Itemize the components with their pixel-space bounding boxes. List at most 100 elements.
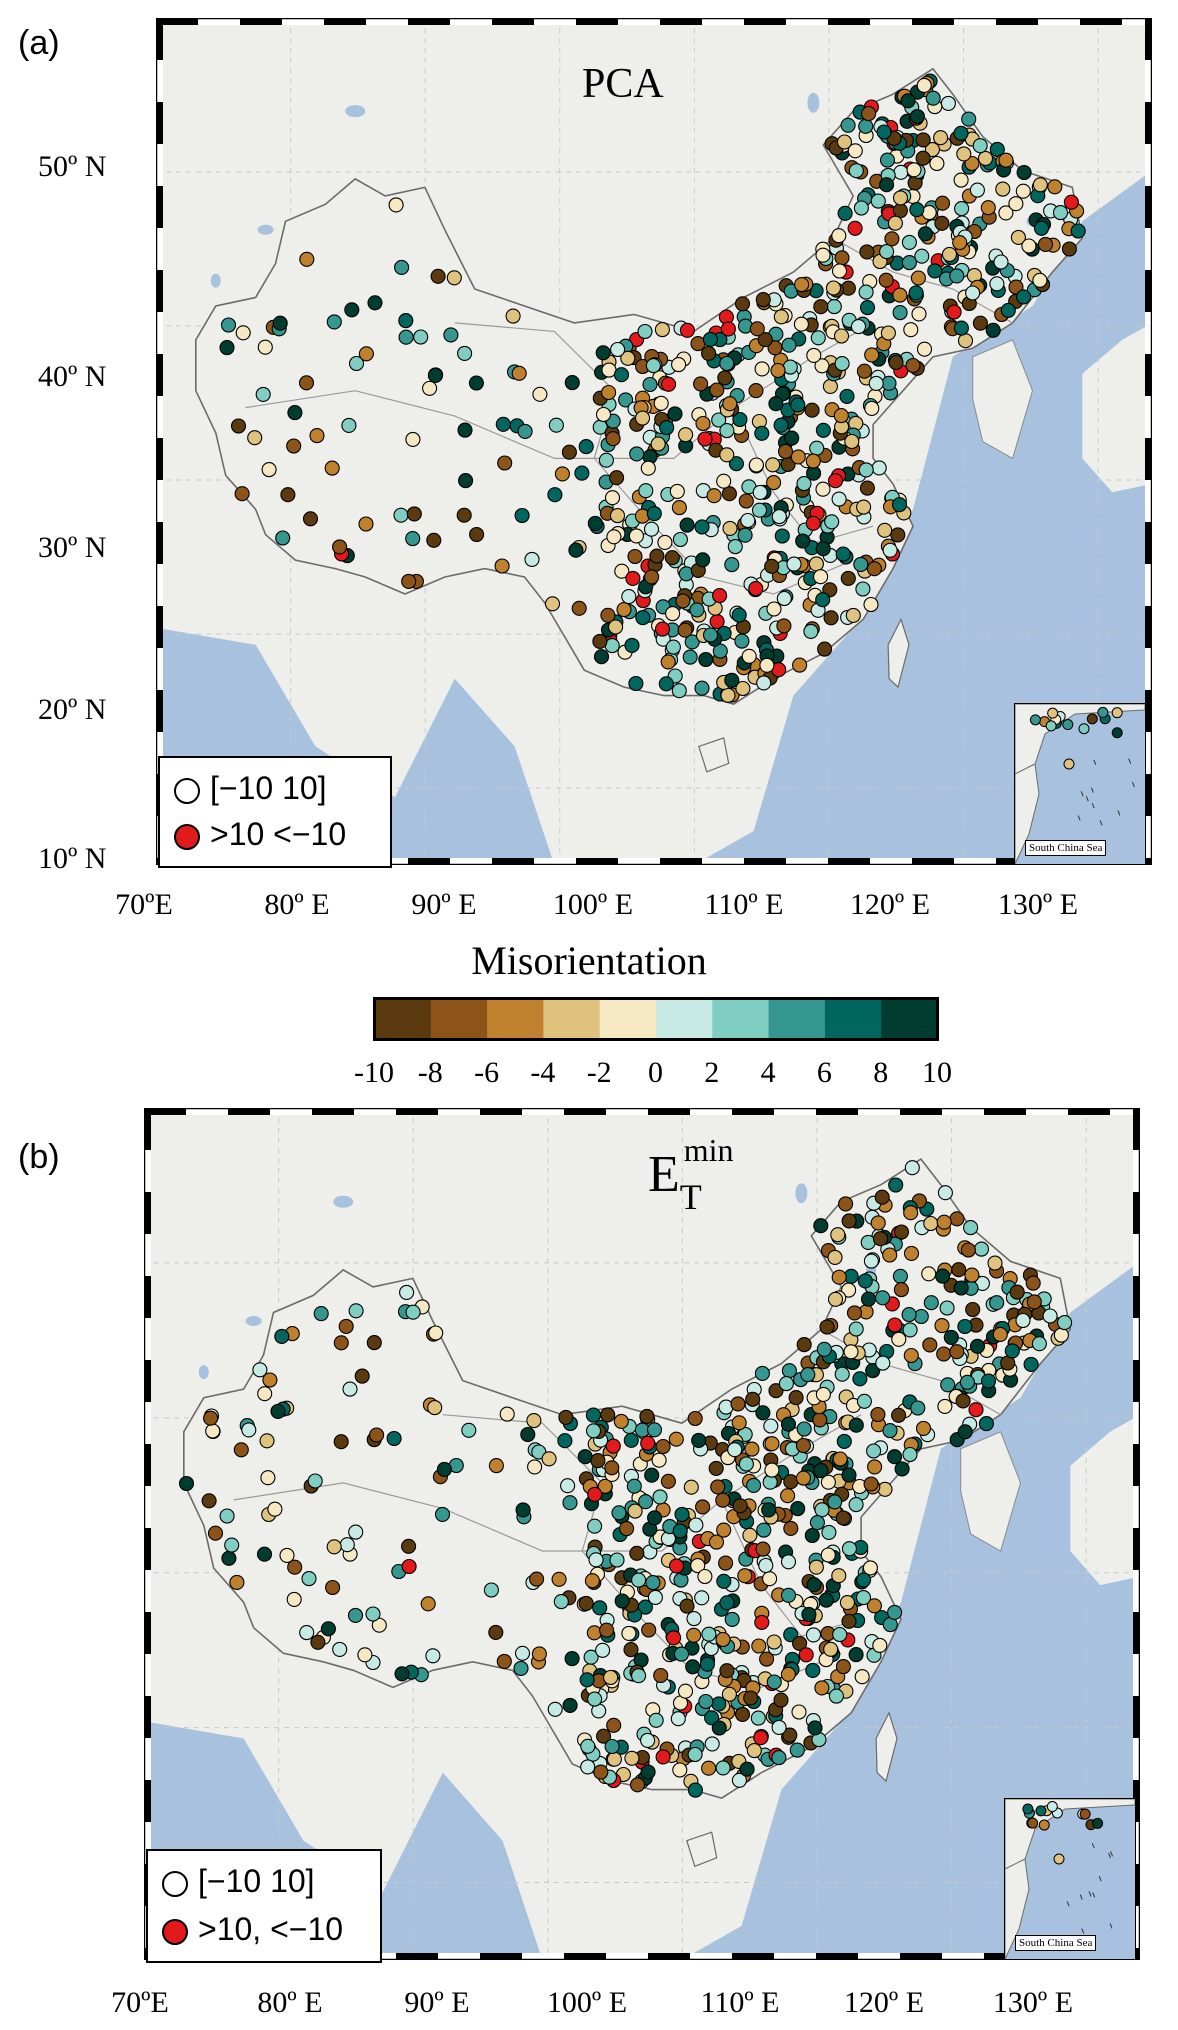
station-marker [698, 1693, 714, 1710]
station-marker [697, 431, 713, 447]
station-marker [884, 231, 900, 247]
station-marker [879, 244, 895, 260]
station-marker [621, 1625, 637, 1641]
station-marker [672, 1523, 688, 1539]
station-marker [838, 1196, 854, 1212]
station-marker [923, 1215, 939, 1232]
station-marker [803, 623, 819, 639]
station-marker [835, 1510, 851, 1526]
station-marker [780, 1587, 797, 1603]
station-marker [1042, 1308, 1058, 1324]
station-marker [887, 1317, 903, 1333]
station-marker [992, 1326, 1008, 1342]
station-marker [694, 680, 710, 696]
station-marker [678, 427, 694, 443]
legend-out-range-label: >10, <−10 [198, 1911, 344, 1947]
map-frame-tick [492, 18, 534, 25]
station-marker [800, 1367, 816, 1383]
station-marker [748, 457, 764, 473]
colorbar-segment [881, 998, 938, 1040]
station-marker [881, 375, 897, 391]
station-marker [299, 1625, 315, 1641]
map-frame-tick [660, 18, 702, 25]
inset-island-dash [1091, 1843, 1095, 1849]
map-frame-tick [1133, 1906, 1140, 1948]
station-marker [286, 438, 302, 454]
station-marker [786, 556, 802, 572]
station-marker [629, 446, 645, 462]
station-marker [964, 155, 980, 172]
station-marker [613, 367, 630, 383]
station-marker [893, 164, 909, 180]
map-frame-tick [282, 18, 324, 25]
station-marker [764, 1436, 780, 1452]
station-marker [644, 1467, 660, 1483]
lake [257, 224, 274, 235]
station-marker [741, 648, 757, 664]
station-marker [964, 1267, 980, 1283]
station-marker [515, 1502, 531, 1518]
colorbar-tick-label: -6 [474, 1056, 500, 1089]
station-marker [771, 1719, 787, 1735]
japan-landmass [1082, 322, 1152, 493]
station-marker [646, 1422, 663, 1438]
station-marker [977, 150, 994, 166]
station-marker [298, 375, 315, 391]
station-marker [856, 1393, 872, 1409]
map-frame-tick [450, 18, 492, 25]
station-marker [638, 483, 654, 499]
station-marker [949, 1344, 965, 1360]
inset-island-dash [1088, 1891, 1092, 1897]
station-marker [821, 1524, 837, 1540]
station-marker [514, 507, 530, 524]
inset-island-dash [1108, 1852, 1111, 1859]
station-marker [860, 1291, 877, 1307]
station-marker [548, 417, 564, 433]
station-marker [1032, 272, 1048, 288]
panel-b-legend: [−10 10] >10, <−10 [146, 1849, 382, 1963]
station-marker [956, 146, 972, 162]
station-marker [819, 1319, 835, 1335]
station-marker [661, 376, 677, 392]
station-marker [782, 359, 798, 375]
map-frame-tick [702, 858, 744, 865]
station-marker [941, 246, 958, 262]
station-marker [1111, 707, 1123, 719]
station-marker [980, 1373, 997, 1389]
map-frame-tick [156, 18, 198, 25]
station-marker [900, 93, 916, 109]
station-marker [879, 152, 896, 168]
station-marker [619, 1521, 635, 1537]
map-frame-tick [606, 1108, 648, 1115]
inset-island-dash [1099, 820, 1103, 826]
station-marker [1021, 238, 1037, 254]
station-marker [743, 1690, 759, 1706]
station-marker [902, 1446, 918, 1463]
station-marker [457, 422, 473, 438]
station-marker [840, 117, 856, 133]
station-marker [980, 200, 996, 216]
station-marker [270, 1403, 286, 1419]
station-marker [672, 1762, 688, 1778]
station-marker [904, 1160, 920, 1176]
station-marker [954, 201, 970, 217]
hainan-outline [698, 737, 730, 773]
station-marker [989, 276, 1005, 292]
station-marker [1037, 236, 1054, 252]
station-marker [953, 172, 969, 188]
map-frame-tick [156, 18, 163, 60]
station-marker [903, 322, 919, 338]
station-marker [551, 1571, 567, 1587]
station-marker [393, 507, 409, 523]
station-marker [957, 333, 974, 349]
station-marker [320, 1621, 336, 1637]
panel-b-map [144, 1108, 1140, 1960]
station-marker [815, 592, 831, 608]
taiwan-outline [887, 617, 910, 689]
station-marker [671, 683, 687, 699]
map-frame-tick [1145, 270, 1152, 312]
station-marker [777, 443, 794, 460]
station-marker [357, 1647, 373, 1663]
station-marker [505, 308, 521, 324]
legend-marker-red [174, 823, 200, 850]
